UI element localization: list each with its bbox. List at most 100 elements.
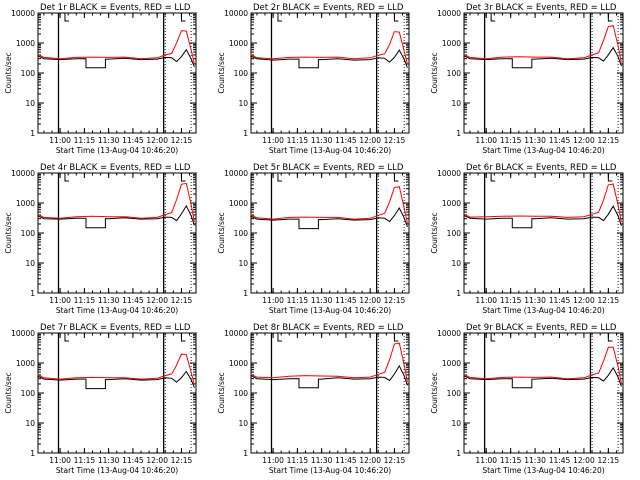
x-tick-label: 11:45 xyxy=(549,456,571,465)
y-tick-label: 10 xyxy=(238,419,248,428)
series-lld-line xyxy=(250,31,408,65)
panel-title: Det 4r BLACK = Events, RED = LLD xyxy=(40,163,191,173)
panel-det-6: Det 6r BLACK = Events, RED = LLD 1 10 100 10… xyxy=(430,163,624,315)
time-flag-mark xyxy=(607,333,613,342)
x-tick-label: 11:30 xyxy=(98,136,120,145)
x-tick-label: 12:00 xyxy=(146,136,168,145)
x-tick-label: 12:15 xyxy=(171,456,193,465)
x-tick-label: 12:00 xyxy=(359,296,381,305)
x-tick-label: 11:00 xyxy=(475,136,497,145)
x-tick-label: 11:30 xyxy=(98,296,120,305)
y-tick-label: 1000 xyxy=(442,359,461,368)
y-tick-label: 1 xyxy=(243,449,248,458)
plot-frame xyxy=(463,332,624,454)
panel-title: Det 3r BLACK = Events, RED = LLD xyxy=(466,3,617,13)
x-tick-label: 11:00 xyxy=(49,456,71,465)
y-tick-label: 10 xyxy=(25,99,35,108)
y-axis-label: Counts/sec xyxy=(430,372,439,413)
x-tick-label: 11:15 xyxy=(500,136,522,145)
x-tick-label: 11:00 xyxy=(475,456,497,465)
x-tick-label: 12:00 xyxy=(359,456,381,465)
y-tick-label: 1 xyxy=(30,449,35,458)
series-lld-line xyxy=(463,25,622,63)
y-tick-label: 100 xyxy=(447,229,462,238)
x-tick-label: 11:30 xyxy=(311,296,333,305)
y-tick-label: 10 xyxy=(238,259,248,268)
x-axis-label: Start Time (13-Aug-04 10:46:20) xyxy=(482,466,604,475)
plot-frame xyxy=(37,172,197,294)
x-tick-label: 11:30 xyxy=(524,456,546,465)
panel-title: Det 7r BLACK = Events, RED = LLD xyxy=(40,323,191,333)
y-tick-label: 1000 xyxy=(229,359,248,368)
y-axis-label: Counts/sec xyxy=(430,212,439,253)
series-events-line xyxy=(463,205,622,229)
x-tick-label: 12:15 xyxy=(598,136,620,145)
series-events-line xyxy=(463,366,622,389)
x-tick-label: 12:00 xyxy=(146,296,168,305)
x-tick-label: 11:15 xyxy=(500,296,522,305)
series-lld-line xyxy=(250,342,408,383)
time-flag-mark xyxy=(490,13,496,22)
x-tick-label: 11:45 xyxy=(335,136,357,145)
panel-title: Det 8r BLACK = Events, RED = LLD xyxy=(253,323,404,333)
x-tick-label: 11:15 xyxy=(74,456,96,465)
y-tick-label: 100 xyxy=(447,69,462,78)
x-tick-label: 11:45 xyxy=(335,456,357,465)
series-lld-line xyxy=(250,186,408,224)
y-axis-label: Counts/sec xyxy=(4,372,13,413)
y-tick-label: 10000 xyxy=(11,169,35,178)
x-tick-label: 11:30 xyxy=(311,136,333,145)
y-tick-label: 10000 xyxy=(224,9,248,18)
x-tick-label: 11:00 xyxy=(262,296,284,305)
panel-title: Det 9r BLACK = Events, RED = LLD xyxy=(466,323,617,333)
panel-det-2: Det 2r BLACK = Events, RED = LLD 1 10 100 10… xyxy=(217,3,410,155)
time-flag-mark xyxy=(277,173,282,182)
x-axis-label: Start Time (13-Aug-04 10:46:20) xyxy=(56,306,178,315)
y-tick-label: 10000 xyxy=(437,169,461,178)
panel-title: Det 2r BLACK = Events, RED = LLD xyxy=(253,3,404,13)
series-lld-line xyxy=(37,30,195,65)
y-tick-label: 1 xyxy=(243,289,248,298)
x-tick-label: 12:15 xyxy=(384,456,406,465)
x-tick-label: 12:15 xyxy=(384,296,406,305)
panel-det-7: Det 7r BLACK = Events, RED = LLD 1 10 100 10… xyxy=(4,323,197,475)
x-tick-label: 11:15 xyxy=(74,296,96,305)
x-tick-label: 12:15 xyxy=(598,456,620,465)
x-tick-label: 12:00 xyxy=(359,136,381,145)
panel-title: Det 6r BLACK = Events, RED = LLD xyxy=(466,163,617,173)
x-tick-label: 11:45 xyxy=(549,136,571,145)
plot-frame xyxy=(463,172,624,294)
panel-det-1: Det 1r BLACK = Events, RED = LLD 1 10 100 10… xyxy=(4,3,197,155)
y-tick-label: 1 xyxy=(456,129,461,138)
x-tick-label: 12:00 xyxy=(573,136,595,145)
y-axis-label: Counts/sec xyxy=(430,52,439,93)
panel-title: Det 1r BLACK = Events, RED = LLD xyxy=(40,3,191,13)
series-lld-line xyxy=(463,346,622,384)
y-tick-label: 1000 xyxy=(229,39,248,48)
panel-det-8: Det 8r BLACK = Events, RED = LLD 1 10 100 10… xyxy=(217,323,410,475)
plot-frame xyxy=(37,12,197,134)
x-tick-label: 12:00 xyxy=(573,456,595,465)
time-flag-mark xyxy=(64,173,69,182)
y-tick-label: 1 xyxy=(243,129,248,138)
x-tick-label: 11:45 xyxy=(122,456,144,465)
y-tick-label: 10 xyxy=(451,259,461,268)
series-events-line xyxy=(37,370,195,390)
series-lld-line xyxy=(37,182,195,223)
y-axis-label: Counts/sec xyxy=(4,52,13,93)
y-tick-label: 1 xyxy=(456,449,461,458)
x-tick-label: 11:15 xyxy=(287,296,309,305)
x-tick-label: 11:00 xyxy=(49,296,71,305)
y-tick-label: 100 xyxy=(447,389,462,398)
x-tick-label: 12:00 xyxy=(573,296,595,305)
x-tick-label: 12:15 xyxy=(171,296,193,305)
plot-frame xyxy=(37,332,197,454)
x-tick-label: 11:00 xyxy=(262,456,284,465)
y-tick-label: 10000 xyxy=(11,329,35,338)
time-flag-mark xyxy=(180,173,186,182)
time-flag-mark xyxy=(393,13,399,22)
y-tick-label: 100 xyxy=(234,69,249,78)
y-tick-label: 10 xyxy=(238,99,248,108)
panel-det-3: Det 3r BLACK = Events, RED = LLD 1 10 100 10… xyxy=(430,3,624,155)
